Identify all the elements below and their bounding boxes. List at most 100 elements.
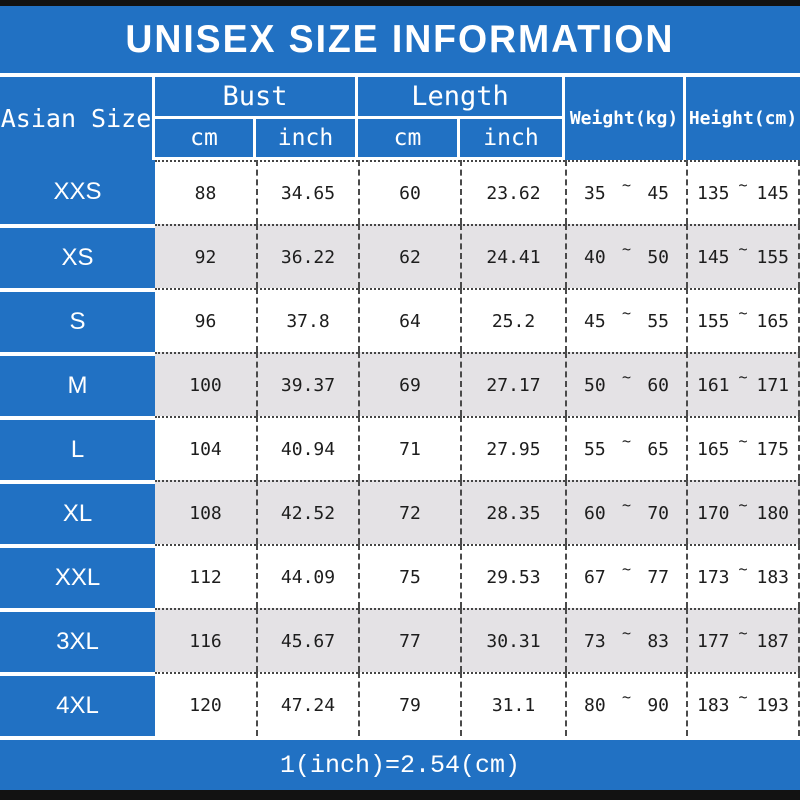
title-band: UNISEX SIZE INFORMATION bbox=[0, 6, 800, 73]
height-range-cell: 183 ~193 bbox=[686, 672, 800, 736]
length-inch-cell: 29.53 bbox=[460, 544, 565, 608]
height-max: 180 bbox=[756, 502, 789, 524]
weight-range-cell: 45 ~55 bbox=[565, 288, 686, 352]
length-inch-cell: 25.2 bbox=[460, 288, 565, 352]
weight-min: 60 bbox=[584, 502, 606, 524]
height-max: 183 bbox=[756, 566, 789, 588]
height-max: 155 bbox=[756, 246, 789, 268]
bust-cm-cell: 116 bbox=[155, 608, 256, 672]
tilde-separator: ~ bbox=[621, 432, 632, 450]
tilde-separator: ~ bbox=[621, 560, 632, 578]
weight-min: 55 bbox=[584, 438, 606, 460]
height-min: 165 bbox=[697, 438, 730, 460]
tilde-separator: ~ bbox=[738, 240, 748, 258]
bust-inch-cell: 37.8 bbox=[256, 288, 358, 352]
height-max: 145 bbox=[756, 182, 789, 204]
tilde-separator: ~ bbox=[738, 624, 748, 642]
size-cell: 4XL bbox=[0, 672, 155, 736]
tilde-separator: ~ bbox=[621, 304, 632, 322]
weight-min: 80 bbox=[584, 694, 606, 716]
weight-min: 50 bbox=[584, 374, 606, 396]
bust-inch-cell: 40.94 bbox=[256, 416, 358, 480]
weight-max: 90 bbox=[647, 694, 669, 716]
length-cm-cell: 62 bbox=[358, 224, 460, 288]
height-range-cell: 177 ~187 bbox=[686, 608, 800, 672]
size-cell: 3XL bbox=[0, 608, 155, 672]
bust-inch-cell: 45.67 bbox=[256, 608, 358, 672]
header-length-cm: cm bbox=[358, 119, 460, 160]
header-weight: Weight(kg) bbox=[565, 77, 686, 160]
length-cm-cell: 75 bbox=[358, 544, 460, 608]
tilde-separator: ~ bbox=[738, 496, 748, 514]
length-inch-cell: 24.41 bbox=[460, 224, 565, 288]
table-row: XS 92 36.22 62 24.41 40 ~50 145 ~155 bbox=[0, 224, 800, 288]
weight-max: 70 bbox=[647, 502, 669, 524]
bust-cm-cell: 120 bbox=[155, 672, 256, 736]
header-length-inch: inch bbox=[460, 119, 565, 160]
weight-min: 73 bbox=[584, 630, 606, 652]
length-cm-cell: 77 bbox=[358, 608, 460, 672]
header-bust-cm: cm bbox=[155, 119, 256, 160]
height-min: 177 bbox=[697, 630, 730, 652]
bust-cm-cell: 100 bbox=[155, 352, 256, 416]
weight-range-cell: 40 ~50 bbox=[565, 224, 686, 288]
height-range-cell: 135 ~145 bbox=[686, 160, 800, 224]
weight-range-cell: 50 ~60 bbox=[565, 352, 686, 416]
bottom-frame-bar bbox=[0, 790, 800, 800]
table-row: XXS 88 34.65 60 23.62 35 ~45 135 ~145 bbox=[0, 160, 800, 224]
table-row: L 104 40.94 71 27.95 55 ~65 165 ~175 bbox=[0, 416, 800, 480]
header-bust-group: Bust bbox=[155, 77, 358, 119]
tilde-separator: ~ bbox=[621, 176, 632, 194]
height-max: 165 bbox=[756, 310, 789, 332]
weight-range-cell: 73 ~83 bbox=[565, 608, 686, 672]
tilde-separator: ~ bbox=[621, 240, 632, 258]
table-row: S 96 37.8 64 25.2 45 ~55 155 ~165 bbox=[0, 288, 800, 352]
bust-cm-cell: 104 bbox=[155, 416, 256, 480]
size-cell: XXS bbox=[0, 160, 155, 224]
height-min: 173 bbox=[697, 566, 730, 588]
tilde-separator: ~ bbox=[738, 368, 748, 386]
weight-min: 45 bbox=[584, 310, 606, 332]
height-range-cell: 170 ~180 bbox=[686, 480, 800, 544]
tilde-separator: ~ bbox=[738, 176, 748, 194]
size-cell: S bbox=[0, 288, 155, 352]
size-cell: L bbox=[0, 416, 155, 480]
length-cm-cell: 72 bbox=[358, 480, 460, 544]
size-cell: M bbox=[0, 352, 155, 416]
height-range-cell: 145 ~155 bbox=[686, 224, 800, 288]
height-min: 135 bbox=[697, 182, 730, 204]
length-inch-cell: 27.95 bbox=[460, 416, 565, 480]
weight-range-cell: 60 ~70 bbox=[565, 480, 686, 544]
weight-max: 55 bbox=[647, 310, 669, 332]
table-row: XXL 112 44.09 75 29.53 67 ~77 173 ~183 bbox=[0, 544, 800, 608]
height-range-cell: 155 ~165 bbox=[686, 288, 800, 352]
table-row: M 100 39.37 69 27.17 50 ~60 161 ~171 bbox=[0, 352, 800, 416]
height-max: 171 bbox=[756, 374, 789, 396]
height-min: 183 bbox=[697, 694, 730, 716]
height-min: 145 bbox=[697, 246, 730, 268]
weight-max: 83 bbox=[647, 630, 669, 652]
length-inch-cell: 28.35 bbox=[460, 480, 565, 544]
title-divider bbox=[0, 73, 800, 77]
bust-inch-cell: 36.22 bbox=[256, 224, 358, 288]
bust-inch-cell: 44.09 bbox=[256, 544, 358, 608]
length-cm-cell: 69 bbox=[358, 352, 460, 416]
weight-range-cell: 55 ~65 bbox=[565, 416, 686, 480]
tilde-separator: ~ bbox=[738, 432, 748, 450]
tilde-separator: ~ bbox=[621, 688, 632, 706]
tilde-separator: ~ bbox=[621, 496, 632, 514]
weight-min: 67 bbox=[584, 566, 606, 588]
length-cm-cell: 71 bbox=[358, 416, 460, 480]
footer-divider bbox=[0, 736, 800, 740]
weight-max: 50 bbox=[647, 246, 669, 268]
bust-inch-cell: 42.52 bbox=[256, 480, 358, 544]
table-row: 3XL 116 45.67 77 30.31 73 ~83 177 ~187 bbox=[0, 608, 800, 672]
weight-range-cell: 80 ~90 bbox=[565, 672, 686, 736]
weight-max: 65 bbox=[647, 438, 669, 460]
length-inch-cell: 27.17 bbox=[460, 352, 565, 416]
bust-inch-cell: 34.65 bbox=[256, 160, 358, 224]
height-range-cell: 173 ~183 bbox=[686, 544, 800, 608]
bust-inch-cell: 47.24 bbox=[256, 672, 358, 736]
weight-max: 45 bbox=[647, 182, 669, 204]
